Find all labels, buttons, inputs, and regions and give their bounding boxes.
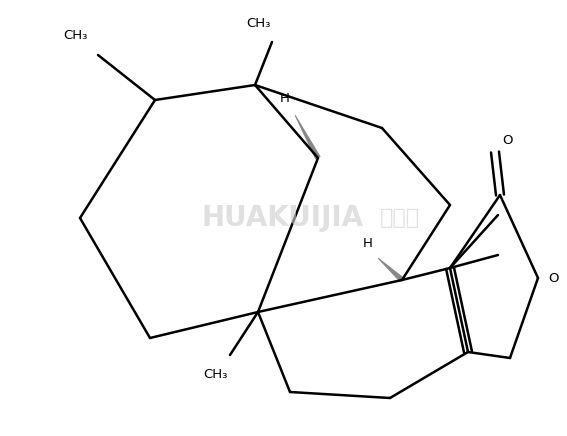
Text: CH₃: CH₃: [203, 368, 227, 381]
Text: H: H: [280, 92, 290, 105]
Text: O: O: [502, 133, 513, 146]
Text: HUAKUIJIA: HUAKUIJIA: [202, 204, 364, 232]
Polygon shape: [295, 115, 321, 160]
Text: 化学加: 化学加: [380, 208, 420, 228]
Text: O: O: [548, 272, 558, 285]
Polygon shape: [378, 258, 404, 282]
Text: CH₃: CH₃: [246, 17, 270, 30]
Text: H: H: [363, 237, 373, 250]
Text: CH₃: CH₃: [63, 29, 87, 42]
